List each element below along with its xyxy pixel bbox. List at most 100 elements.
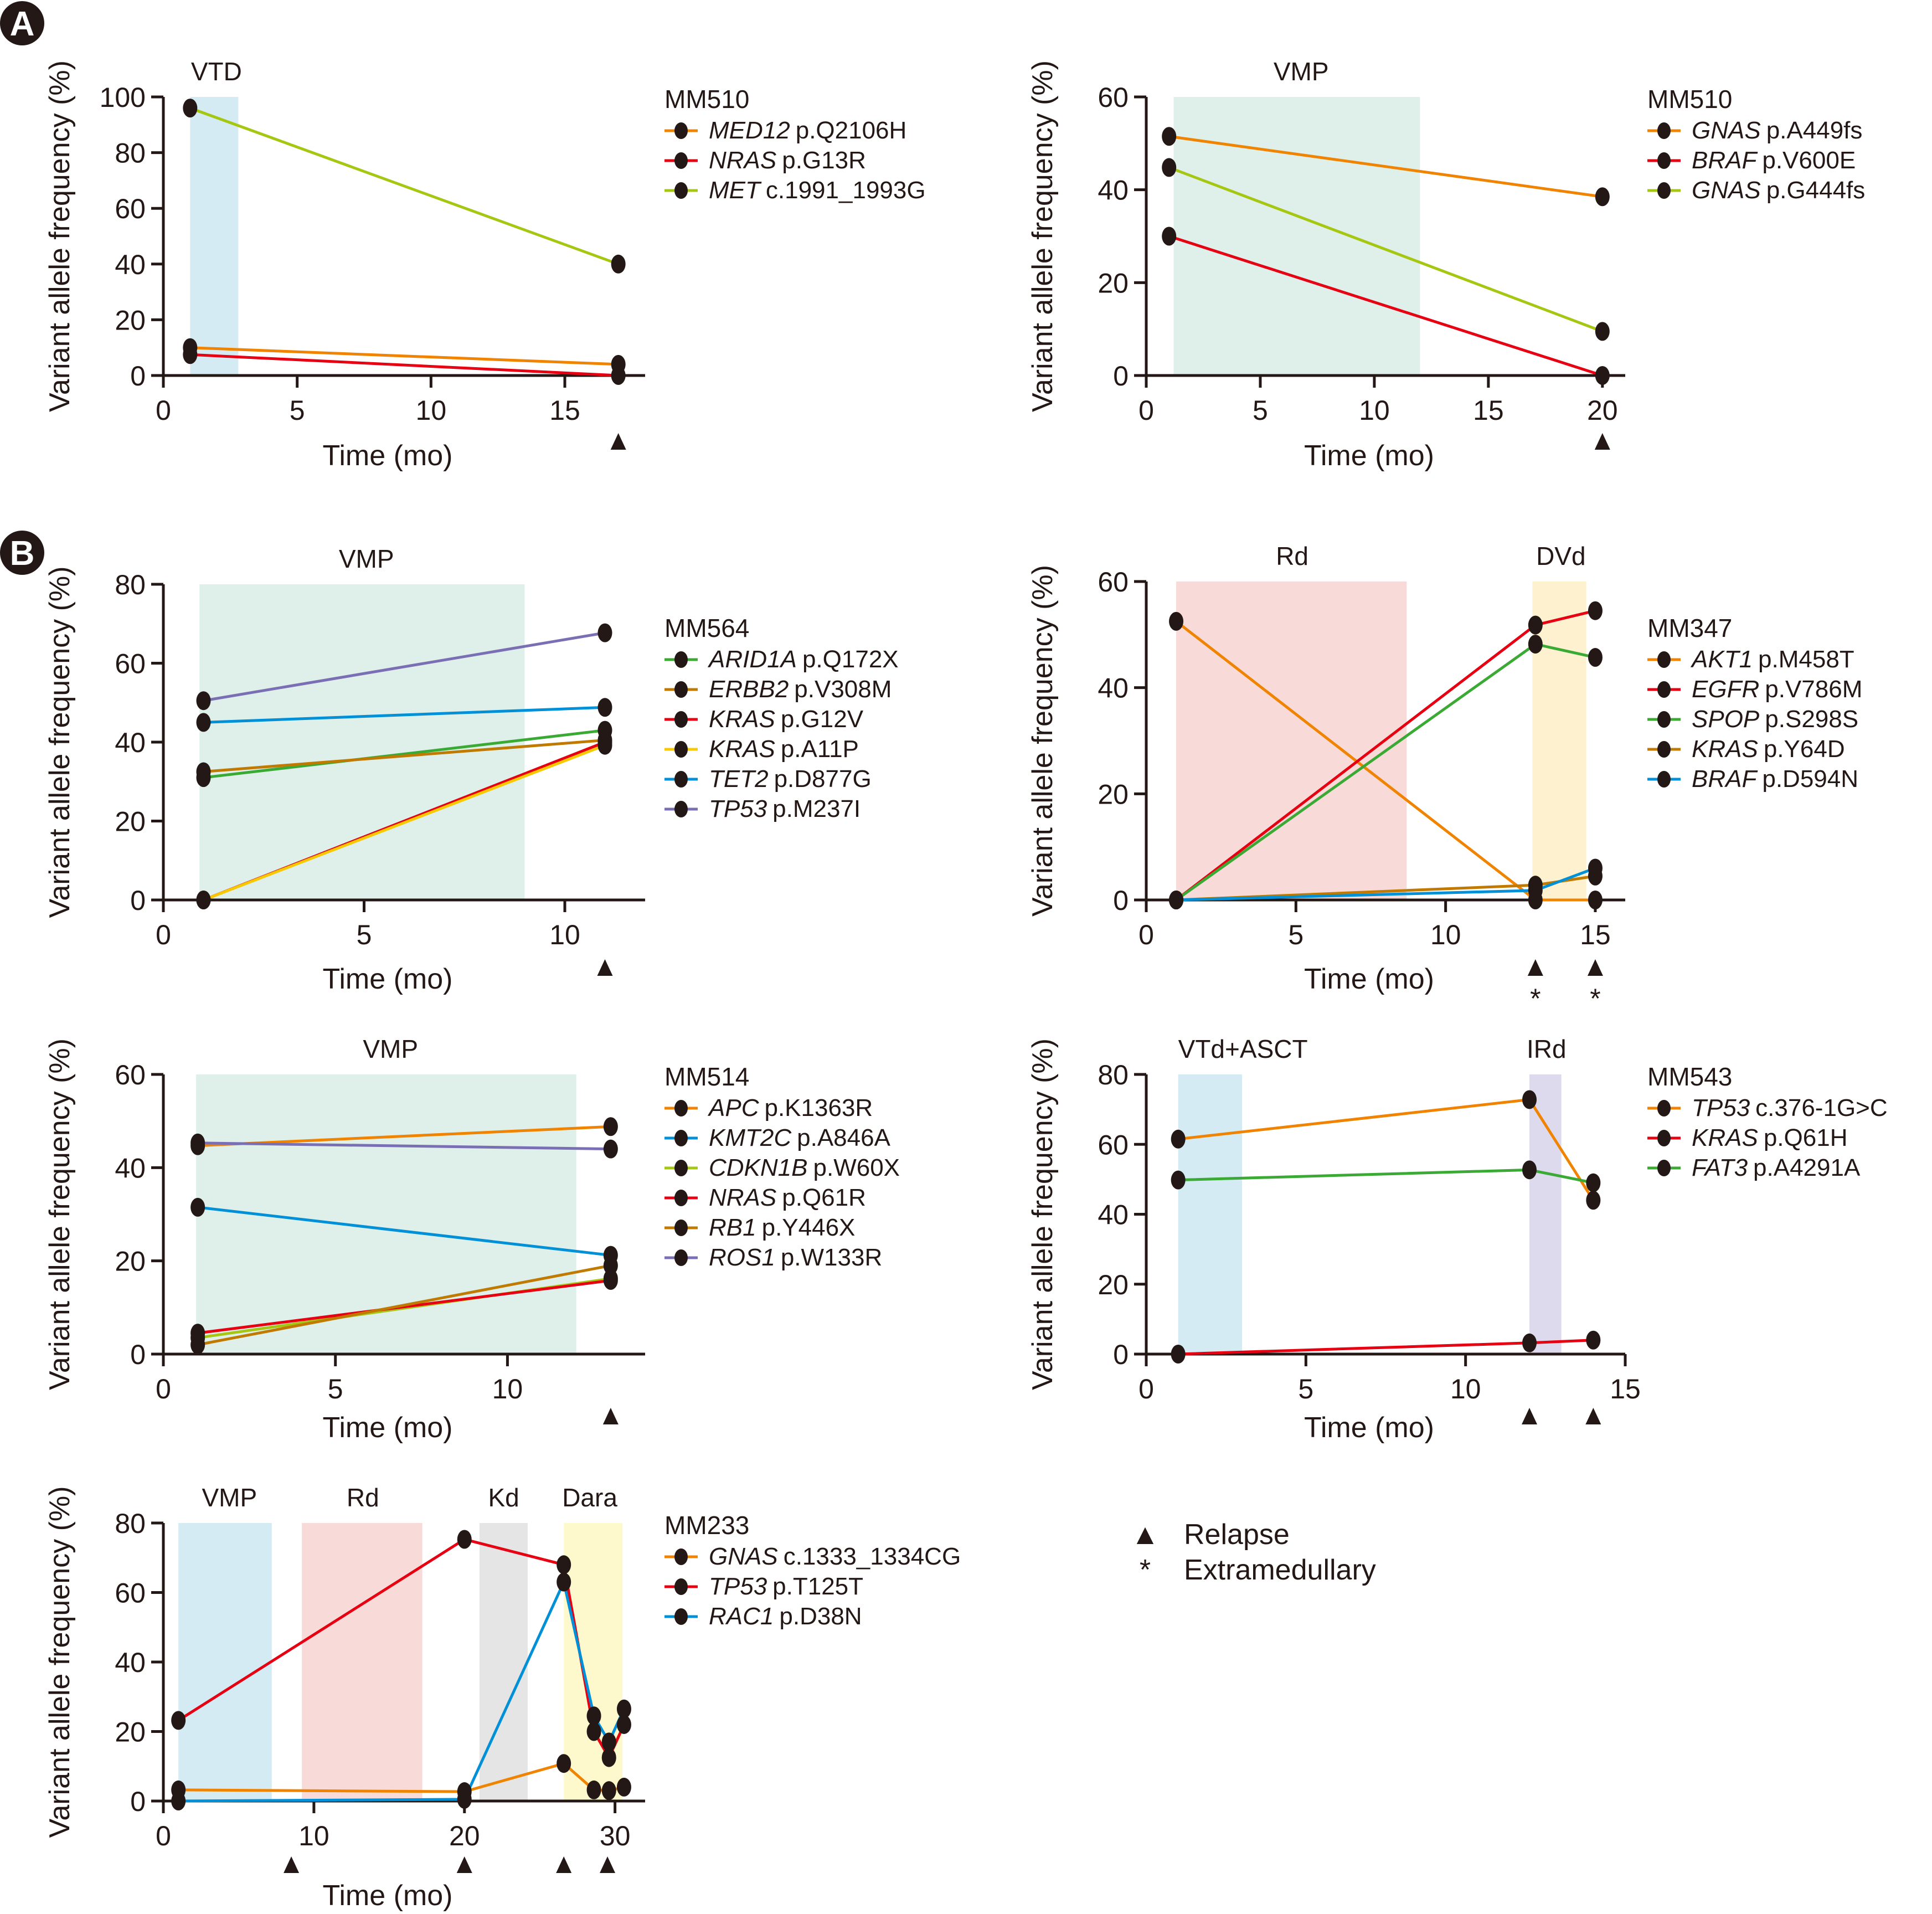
y-tick-label: 20 — [1098, 1269, 1129, 1300]
y-tick-label: 80 — [115, 138, 146, 169]
series-line-arid1a — [203, 729, 605, 779]
data-point-tp53 — [457, 1530, 472, 1549]
legend-mutation: p.V786M — [1765, 676, 1862, 703]
legend-mutation: p.Q172X — [802, 646, 899, 673]
panel-letter-b: B — [0, 531, 44, 575]
y-tick-label: 100 — [100, 82, 146, 113]
extramedullary-marker: * — [1590, 983, 1600, 1014]
legend-gene: NRAS — [709, 147, 776, 174]
data-point-akt1 — [1169, 611, 1184, 631]
legend-title: MM233 — [664, 1511, 749, 1540]
data-point-apc — [603, 1117, 618, 1136]
data-point-kras — [1586, 1330, 1601, 1350]
legend-item: MED12 p.Q2106H — [664, 117, 906, 144]
legend-item: KRAS p.A11P — [664, 735, 859, 763]
data-point-ros1 — [190, 1133, 205, 1152]
treatment-band-vmp — [1173, 97, 1420, 375]
data-point-gnas — [601, 1781, 616, 1800]
legend-point-swatch — [674, 1220, 688, 1236]
legend-point-swatch — [674, 1578, 688, 1595]
treatment-band-vmp — [199, 584, 525, 900]
legend-gene: GNAS — [1692, 177, 1761, 204]
legend-item: TP53 c.376-1G>C — [1647, 1094, 1888, 1121]
data-point-braf — [1169, 891, 1184, 909]
legend-label: GNAS p.A449fs — [1692, 117, 1862, 144]
panel-letter-a: A — [0, 1, 44, 45]
legend-point-swatch — [1657, 651, 1671, 668]
y-tick-label: 0 — [1113, 361, 1129, 392]
legend-point-swatch — [674, 1100, 688, 1116]
data-point-fat3 — [1586, 1173, 1601, 1192]
legend-point-swatch — [674, 1249, 688, 1266]
legend-point-swatch — [674, 1190, 688, 1206]
legend-mutation: p.Y64D — [1764, 735, 1845, 763]
y-tick-label: 0 — [130, 885, 146, 916]
legend-title: MM564 — [664, 614, 749, 642]
y-tick-label: 0 — [1113, 885, 1129, 916]
legend-label: MED12 p.Q2106H — [709, 117, 906, 144]
x-tick-label: 20 — [1587, 395, 1618, 426]
legend-label: RB1 p.Y446X — [709, 1214, 855, 1241]
y-tick-label: 20 — [1098, 779, 1129, 810]
legend-gene: MET — [709, 177, 762, 204]
legend-point-swatch — [674, 741, 688, 758]
treatment-label: IRd — [1527, 1035, 1567, 1063]
legend-label: GNAS c.1333_1334CG — [709, 1543, 961, 1570]
legend-point-swatch — [1657, 1100, 1671, 1116]
legend-mutation: p.S298S — [1765, 706, 1858, 733]
relapse-marker — [597, 959, 613, 976]
legend-item: GNAS c.1333_1334CG — [664, 1543, 961, 1570]
series-line-rb1 — [197, 1264, 611, 1346]
panel-letter-a-text: A — [10, 5, 35, 43]
legend-gene: TP53 — [709, 795, 767, 822]
legend-item: FAT3 p.A4291A — [1647, 1154, 1861, 1181]
legend-point-swatch — [674, 1160, 688, 1176]
relapse-marker — [610, 433, 626, 450]
data-point-fat3 — [1171, 1170, 1186, 1190]
data-point-braf — [1162, 227, 1177, 246]
legend-item: NRAS p.G13R — [664, 147, 866, 174]
data-point-tet2 — [196, 713, 211, 732]
legend-gene: RAC1 — [709, 1603, 774, 1630]
data-point-ros1 — [603, 1139, 618, 1159]
y-tick-label: 0 — [1113, 1339, 1129, 1370]
x-axis-title: Time (mo) — [1304, 1412, 1434, 1444]
legend-label: KRAS p.Q61H — [1692, 1124, 1847, 1151]
x-tick-label: 5 — [1253, 395, 1268, 426]
data-point-akt1 — [1588, 891, 1603, 909]
panel-letter-a-badge — [0, 1, 44, 45]
series-line-erbb2 — [203, 738, 605, 773]
legend-mutation: p.V308M — [794, 676, 892, 703]
treatment-label: Rd — [347, 1483, 379, 1512]
legend-gene: TP53 — [1692, 1094, 1750, 1121]
legend-title: MM543 — [1647, 1062, 1732, 1091]
data-point-kras — [597, 735, 612, 755]
legend-mutation: p.K1363R — [764, 1094, 873, 1121]
x-tick-label: 0 — [156, 919, 171, 950]
x-tick-label: 15 — [1580, 919, 1611, 950]
treatment-label: VMP — [363, 1035, 418, 1063]
legend-point-swatch — [1657, 741, 1671, 758]
treatment-band-kd — [479, 1523, 528, 1801]
series-line-ros1 — [198, 1141, 611, 1151]
legend-label: ROS1 p.W133R — [709, 1244, 882, 1271]
legend-point-swatch — [1657, 182, 1671, 199]
y-tick-label: 80 — [115, 569, 146, 600]
series-line-met — [189, 106, 619, 266]
legend-label: SPOP p.S298S — [1692, 706, 1858, 733]
treatment-label: Rd — [1276, 542, 1308, 570]
panel-mm564: VMP 0 20 40 60 80 0 5 10 Variant allele frequency… — [44, 544, 899, 995]
data-point-kras — [196, 891, 211, 909]
legend-point-swatch — [674, 152, 688, 169]
x-tick-label: 10 — [1359, 395, 1390, 426]
legend-gene: AKT1 — [1690, 646, 1753, 673]
x-tick-label: 0 — [1138, 395, 1154, 426]
legend-item: GNAS p.G444fs — [1647, 177, 1865, 204]
y-tick-label: 60 — [1098, 82, 1129, 113]
data-point-tet2 — [597, 698, 612, 717]
panel-letter-b-text: B — [10, 534, 35, 573]
legend-gene: KRAS — [1692, 1124, 1758, 1151]
y-tick-label: 0 — [130, 361, 146, 392]
treatment-label: VTd+ASCT — [1178, 1035, 1308, 1063]
